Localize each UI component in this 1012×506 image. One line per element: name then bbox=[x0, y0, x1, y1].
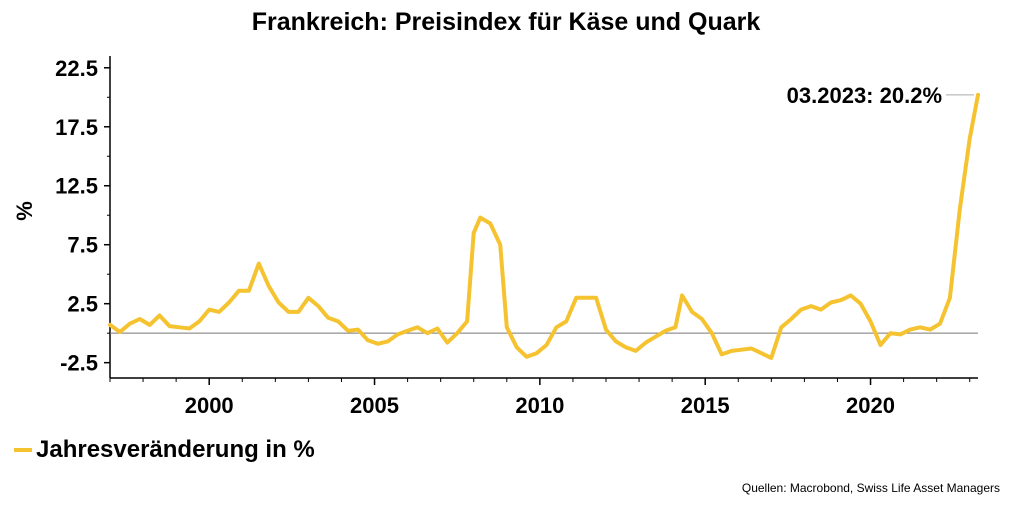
x-tick-label: 2020 bbox=[846, 393, 895, 418]
y-axis-label: % bbox=[12, 201, 37, 221]
x-tick-label: 2010 bbox=[515, 393, 564, 418]
source-note: Quellen: Macrobond, Swiss Life Asset Man… bbox=[741, 481, 1000, 495]
y-tick-label: -2.5 bbox=[60, 351, 98, 376]
x-tick-label: 2005 bbox=[350, 393, 399, 418]
chart-title: Frankreich: Preisindex für Käse und Quar… bbox=[251, 8, 761, 36]
y-tick-label: 12.5 bbox=[55, 174, 98, 199]
axes bbox=[104, 56, 978, 385]
legend-swatch bbox=[14, 448, 32, 452]
tick-labels: 22.5 17.5 12.5 7.5 2.5 -2.5 2000 2005 2010 2015 20… bbox=[12, 56, 895, 418]
series-layer bbox=[108, 92, 980, 360]
series-line bbox=[108, 92, 980, 360]
annotation-label: 03.2023: 20.2% bbox=[787, 83, 942, 108]
y-tick-label: 7.5 bbox=[67, 233, 98, 258]
y-tick-label: 22.5 bbox=[55, 56, 98, 81]
x-tick-label: 2015 bbox=[681, 393, 730, 418]
y-tick-label: 17.5 bbox=[55, 115, 98, 140]
x-tick-label: 2000 bbox=[185, 393, 234, 418]
legend: Jahresveränderung in % bbox=[14, 436, 315, 464]
y-tick-label: 2.5 bbox=[67, 292, 98, 317]
legend-label: Jahresveränderung in % bbox=[36, 436, 315, 463]
annotation-layer: 03.2023: 20.2% bbox=[787, 83, 974, 108]
